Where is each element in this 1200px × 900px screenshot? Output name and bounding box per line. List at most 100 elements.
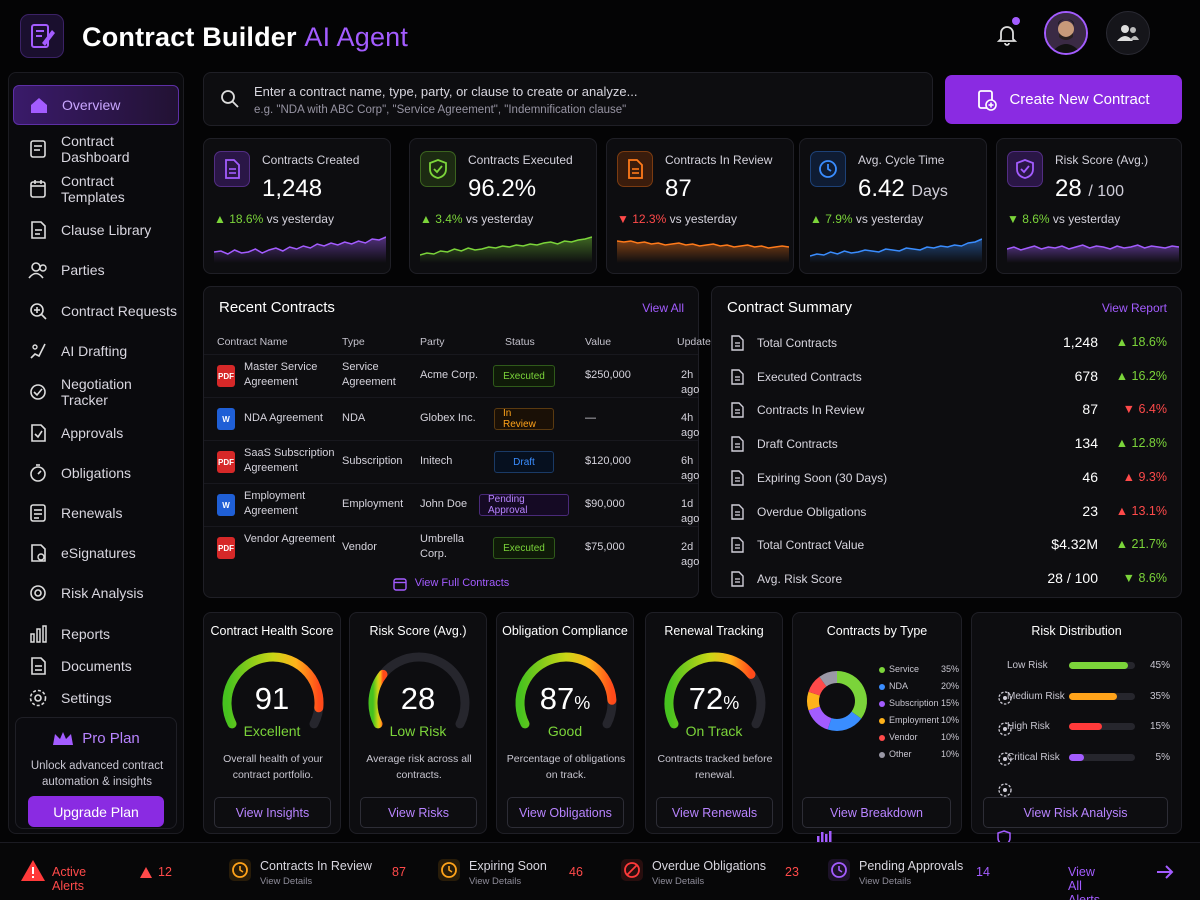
high-risk-icon [984, 719, 1012, 766]
sidebar-item-overview[interactable]: Overview [13, 85, 179, 125]
alert-pending-approvals[interactable]: Pending Approvals View Details 14 [827, 858, 1017, 888]
alert-title: Overdue Obligations [652, 859, 766, 873]
stat-value: 96.2% [468, 175, 537, 202]
warning-small-icon [140, 867, 152, 878]
summary-change: ▲ 13.1% [1115, 503, 1167, 518]
arrow-up-icon: ▲ [1115, 503, 1132, 518]
col-header-name: Contract Name [217, 336, 288, 348]
table-row[interactable]: W NDA Agreement NDA Globex Inc. In Review — 4h… [204, 397, 699, 440]
contract-party: John Doe [420, 498, 468, 510]
contract-updated: 1d ago [681, 498, 700, 525]
stat-change: ▲ 18.6% vs yesterday [214, 212, 334, 226]
clock-icon [437, 858, 463, 884]
notification-bell-icon[interactable] [993, 20, 1021, 48]
alert-subtitle: View Details [260, 876, 313, 887]
notification-dot [1012, 17, 1020, 25]
view-full-contracts-link[interactable]: View Full Contracts [204, 577, 698, 591]
stat-card-avg-cycle-time[interactable]: Avg. Cycle Time 6.42 Days ▲ 7.9% vs yester… [799, 138, 987, 274]
crown-icon [53, 731, 74, 745]
upgrade-plan-button[interactable]: Upgrade Plan [28, 796, 164, 827]
sidebar-item-risk-analysis[interactable]: Risk Analysis [13, 573, 179, 613]
contract-type: Service Agreement [342, 361, 396, 388]
col-header-type: Type [342, 336, 365, 348]
legend-dot [879, 667, 885, 673]
sidebar-item-documents[interactable]: Documents [13, 646, 179, 686]
summary-label: Executed Contracts [757, 369, 862, 384]
sidebar-item-contract-templates[interactable]: Contract Templates [13, 169, 179, 209]
stat-change: ▼ 8.6% vs yesterday [1007, 212, 1121, 226]
type-legend-item: Service 35% [879, 664, 959, 676]
type-legend-item: Other 10% [879, 749, 959, 761]
table-row[interactable]: W Employment Agreement Employment John Doe P… [204, 483, 700, 526]
gauge-title: Obligation Compliance [502, 624, 628, 638]
alert-subtitle: View Details [859, 876, 912, 887]
alert-count: 14 [976, 865, 990, 879]
sidebar-item-settings[interactable]: Settings [13, 678, 179, 718]
table-row[interactable]: PDF SaaS Subscription Agreement Subscripti… [204, 440, 699, 483]
gauge-action-button[interactable]: View Risks [360, 797, 477, 828]
sidebar-item-contract-requests[interactable]: Contract Requests [13, 291, 179, 331]
view-risk-analysis-button[interactable]: View Risk Analysis [983, 797, 1168, 846]
alert-overdue-obligations[interactable]: Overdue Obligations View Details 23 [620, 858, 810, 888]
summary-label: Total Contracts [757, 336, 838, 350]
alert-title: Contracts In Review [260, 859, 372, 873]
renewals-icon [27, 502, 49, 524]
stat-card-risk-score-avg-[interactable]: Risk Score (Avg.) 28 / 100 ▼ 8.6% vs yeste… [996, 138, 1182, 274]
summary-change: ▲ 18.6% [1115, 335, 1167, 349]
alert-expiring-soon[interactable]: Expiring Soon View Details 46 [437, 858, 627, 888]
avatar[interactable] [1044, 11, 1088, 55]
create-new-contract-button[interactable]: Create New Contract [945, 75, 1182, 124]
sidebar-item-label: Obligations [61, 465, 132, 481]
gauge-action-button[interactable]: View Renewals [656, 797, 773, 828]
stat-card-contracts-executed[interactable]: Contracts Executed 96.2% ▲ 3.4% vs yesterd… [409, 138, 597, 274]
contract-name: Master Service Agreement [244, 361, 318, 388]
summary-change: ▼ 8.6% [1122, 570, 1167, 585]
contract-search-input[interactable]: Enter a contract name, type, party, or c… [203, 72, 933, 126]
summary-value: 28 / 100 [1047, 569, 1098, 586]
view-report-link[interactable]: View Report [1101, 301, 1167, 315]
risk-distribution-title: Risk Distribution [1031, 624, 1122, 638]
view-breakdown-button[interactable]: View Breakdown [802, 797, 951, 843]
sidebar-item-clause-library[interactable]: Clause Library [13, 210, 179, 250]
table-row[interactable]: PDF Vendor Agreement Vendor Umbrella Corp. E… [204, 526, 700, 569]
table-row[interactable]: PDF Master Service Agreement Service Agree… [204, 354, 699, 397]
gauge-action-button[interactable]: View Insights [214, 797, 331, 828]
sidebar-item-renewals[interactable]: Renewals [13, 493, 179, 533]
arrow-down-icon: ▼ [1122, 570, 1139, 585]
gauge-card-obligation-compliance: Obligation Compliance 87% Good Percentage o… [496, 612, 634, 834]
sidebar-item-ai-drafting[interactable]: AI Drafting [13, 331, 179, 371]
sidebar-item-label: Reports [61, 626, 111, 642]
stat-value: 1,248 [262, 175, 323, 202]
sidebar-item-label: AI Drafting [61, 343, 128, 359]
sidebar-item-contract-dashboard[interactable]: Contract Dashboard [13, 129, 179, 169]
gauge-status-label: On Track [685, 723, 743, 739]
home-icon [28, 94, 50, 116]
stat-card-contracts-in-review[interactable]: Contracts In Review 87 ▼ 12.3% vs yesterda… [606, 138, 794, 274]
medium-risk-icon [984, 689, 1012, 736]
gauge-action-button[interactable]: View Obligations [507, 797, 624, 828]
stat-card-contracts-created[interactable]: Contracts Created 1,248 ▲ 18.6% vs yesterd… [203, 138, 391, 274]
gauge-value: 28 [400, 681, 436, 716]
contracts-by-type-card: Contracts by Type View Breakdown Service… [792, 612, 962, 843]
summary-row: Overdue Obligations 23 ▲ 13.1% [712, 495, 1183, 529]
sidebar-item-esignatures[interactable]: eSignatures [13, 533, 179, 573]
team-icon[interactable] [1106, 11, 1150, 55]
contract-updated: 2d ago [681, 541, 700, 568]
gauge-description: Contracts tracked before renewal. [657, 753, 773, 781]
logo-icon [20, 14, 64, 58]
recent-contracts-title: Recent Contracts [219, 299, 335, 316]
calendar-check-icon [728, 469, 746, 487]
sidebar-item-approvals[interactable]: Approvals [13, 413, 179, 453]
sidebar-item-parties[interactable]: Parties [13, 250, 179, 290]
sidebar-item-label: Settings [61, 690, 112, 706]
sidebar-item-negotiation-tracker[interactable]: Negotiation Tracker [13, 372, 179, 412]
stat-unit: Days [911, 183, 948, 200]
alert-contracts-in-review[interactable]: Contracts In Review View Details 87 [228, 858, 418, 888]
pro-plan-desc: Unlock advanced contract automation & in… [30, 760, 164, 788]
sidebar-item-reports[interactable]: Reports [13, 614, 179, 654]
view-all-link[interactable]: View All [642, 301, 684, 315]
sidebar-item-obligations[interactable]: Obligations [13, 453, 179, 493]
alert-title: Pending Approvals [859, 859, 964, 873]
summary-row: Total Contract Value $4.32M ▲ 21.7% [712, 528, 1183, 562]
review-icon [728, 401, 746, 419]
